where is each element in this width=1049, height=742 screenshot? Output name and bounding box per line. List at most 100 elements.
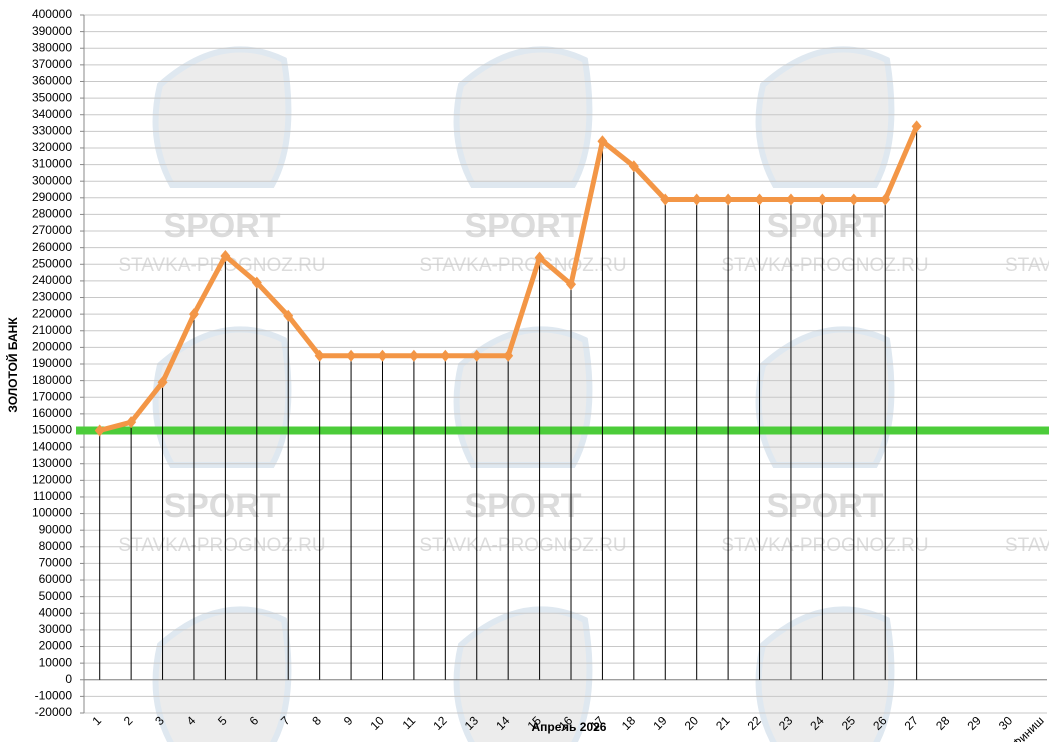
y-axis-label: ЗОЛОТОЙ БАНК <box>5 317 20 413</box>
marker <box>848 193 859 206</box>
watermark-site: STAVKA-PROGNOZ.RU <box>1005 535 1049 556</box>
y-tick-label: 320000 <box>32 140 72 154</box>
marker <box>377 349 388 362</box>
x-tick-label: 8 <box>309 713 324 728</box>
watermark-logo: SPORT <box>464 487 581 525</box>
marker <box>251 276 262 289</box>
marker <box>471 349 482 362</box>
y-tick-label: -10000 <box>35 689 73 703</box>
x-tick-label: 18 <box>619 713 639 733</box>
watermark-shield <box>152 606 292 742</box>
marker <box>220 249 231 262</box>
y-tick-label: 130000 <box>32 456 72 470</box>
marker <box>597 135 608 148</box>
marker <box>346 349 357 362</box>
x-tick-label: Финиш <box>1009 713 1046 742</box>
watermark-site: STAVKA-PROGNOZ.RU <box>118 535 325 556</box>
watermark-logo: SPORT <box>766 207 883 245</box>
y-tick-label: 380000 <box>32 40 72 54</box>
y-tick-label: 150000 <box>32 423 72 437</box>
watermark-logo: SPORT <box>464 207 581 245</box>
marker <box>94 424 105 437</box>
watermark-logo: SPORT <box>163 207 280 245</box>
y-tick-label: 350000 <box>32 90 72 104</box>
x-tick-label: 9 <box>341 713 356 728</box>
y-tick-label: 400000 <box>32 7 72 21</box>
x-tick-label: 28 <box>933 713 953 733</box>
y-tick-label: 180000 <box>32 373 72 387</box>
marker <box>785 193 796 206</box>
y-tick-label: 20000 <box>39 639 73 653</box>
y-tick-label: 120000 <box>32 473 72 487</box>
y-tick-label: 60000 <box>39 572 73 586</box>
y-tick-label: 370000 <box>32 57 72 71</box>
y-tick-label: 330000 <box>32 124 72 138</box>
marker <box>880 193 891 206</box>
x-tick-label: 20 <box>682 713 702 733</box>
y-tick-label: 390000 <box>32 24 72 38</box>
y-tick-label: 310000 <box>32 157 72 171</box>
y-tick-label: 170000 <box>32 389 72 403</box>
marker <box>440 349 451 362</box>
y-tick-label: 340000 <box>32 107 72 121</box>
watermark-logo: SPORT <box>163 487 280 525</box>
y-tick-label: 140000 <box>32 439 72 453</box>
y-tick-label: 70000 <box>39 556 73 570</box>
marker <box>534 251 545 264</box>
y-tick-label: 40000 <box>39 605 73 619</box>
y-tick-label: 210000 <box>32 323 72 337</box>
y-tick-label: 90000 <box>39 522 73 536</box>
y-tick-label: 50000 <box>39 589 73 603</box>
y-tick-label: 0 <box>65 672 72 686</box>
y-tick-label: 110000 <box>33 489 72 503</box>
marker <box>188 308 199 321</box>
watermark-shield <box>453 606 593 742</box>
watermark-site: STAVKA-PROGNOZ.RU <box>419 535 626 556</box>
marker <box>817 193 828 206</box>
watermarks: SPORT STAVKA-PROGNOZ.RU SPORT STAVKA-PROGNO… <box>118 46 1049 742</box>
y-tick-label: 80000 <box>39 539 73 553</box>
y-tick-label: -20000 <box>35 705 73 719</box>
y-tick-label: 230000 <box>32 290 72 304</box>
y-tick-label: 100000 <box>32 506 72 520</box>
marker <box>283 309 294 322</box>
y-tick-label: 280000 <box>32 207 72 221</box>
marker <box>628 160 639 173</box>
watermark-site: STAVKA-PROGNOZ.RU <box>721 535 928 556</box>
y-tick-label: 290000 <box>32 190 72 204</box>
y-tick-label: 200000 <box>32 340 72 354</box>
y-tick-label: 260000 <box>32 240 72 254</box>
marker <box>157 376 168 389</box>
y-tick-label: 190000 <box>32 356 72 370</box>
marker <box>911 120 922 133</box>
marker <box>566 278 577 291</box>
marker <box>503 349 514 362</box>
y-tick-label: 270000 <box>32 223 72 237</box>
y-tick-label: 300000 <box>32 173 72 187</box>
x-tick-label: 12 <box>430 713 450 733</box>
watermark-site: STAVKA-PROGNOZ.RU <box>721 255 928 276</box>
y-tick-label: 10000 <box>39 655 73 669</box>
watermark-shield <box>755 606 895 742</box>
y-tick-label: 250000 <box>32 256 72 270</box>
x-axis-label: Апрель 2026 <box>532 720 607 734</box>
x-tick-label: 21 <box>713 713 733 733</box>
watermark-logo: SPORT <box>766 487 883 525</box>
y-tick-label: 360000 <box>32 74 72 88</box>
marker <box>660 193 671 206</box>
y-tick-label: 30000 <box>39 622 73 636</box>
marker <box>314 349 325 362</box>
x-tick-label: 30 <box>996 713 1016 733</box>
x-tick-label: 27 <box>902 713 922 733</box>
x-tick-label: 1 <box>89 713 104 728</box>
y-tick-label: 160000 <box>32 406 72 420</box>
watermark-site: STAVKA-PROGNOZ.RU <box>419 255 626 276</box>
marker <box>723 193 734 206</box>
x-tick-label: 2 <box>121 713 136 728</box>
marker <box>754 193 765 206</box>
x-tick-label: 29 <box>964 713 984 733</box>
x-tick-label: 19 <box>650 713 670 733</box>
y-tick-label: 240000 <box>32 273 72 287</box>
marker <box>691 193 702 206</box>
